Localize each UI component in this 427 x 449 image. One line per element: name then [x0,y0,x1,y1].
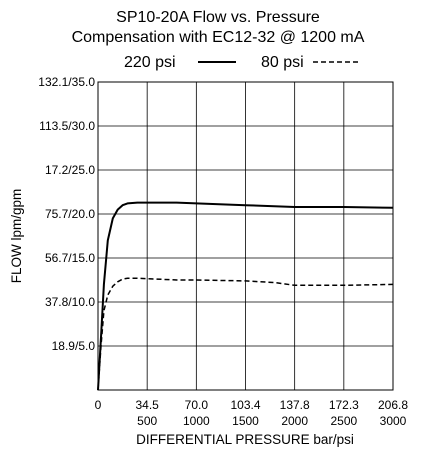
x-tick-label-top-2: 70.0 [185,398,209,412]
grid [98,82,393,390]
plot-frame [97,81,394,391]
series-group [97,201,394,391]
x-tick-label-bottom-1: 500 [137,414,157,428]
series-line-80-psi [97,277,394,391]
legend-label-1: 80 psi [261,54,304,71]
chart-title-line-2: Compensation with EC12-32 @ 1200 mA [72,29,365,46]
y-tick-label-3: 75.7/20.0 [45,207,95,221]
y-tick-label-6: 132.1/35.0 [38,75,95,89]
chart-title-line-1: SP10-20A Flow vs. Pressure [116,9,320,26]
x-tick-label-bottom-6: 3000 [380,414,407,428]
y-tick-labels: 18.9/5.0 37.8/10.0 56.7/15.0 75.7/20.0 17.2/… [38,75,95,353]
legend: 220 psi 80 psi [124,54,358,71]
x-tick-label-top-6: 206.8 [378,398,408,412]
x-tick-label-top-4: 137.8 [280,398,310,412]
x-tick-label-top-1: 34.5 [135,398,159,412]
y-tick-label-0: 18.9/5.0 [52,339,96,353]
x-tick-label-top-3: 103.4 [230,398,260,412]
y-axis-label: FLOW lpm/gpm [9,189,24,284]
x-tick-label-bottom-2: 1000 [183,414,210,428]
y-tick-label-5: 113.5/30.0 [39,119,95,133]
x-axis-label: DIFFERENTIAL PRESSURE bar/psi [136,432,354,447]
legend-label-0: 220 psi [124,54,176,71]
series-line-220-psi [97,201,394,391]
x-tick-label-top-0: 0 [95,398,102,412]
x-tick-labels: 0 34.5 500 70.0 1000 103.4 1500 137.8 2000 172.3 2… [95,398,409,428]
y-tick-label-2: 56.7/15.0 [45,251,95,265]
y-tick-label-4: 17.2/25.0 [45,163,95,177]
x-tick-label-bottom-4: 2000 [281,414,308,428]
x-tick-label-bottom-5: 2500 [330,414,357,428]
x-tick-label-bottom-3: 1500 [232,414,259,428]
y-tick-label-1: 37.8/10.0 [45,295,95,309]
x-tick-label-top-5: 172.3 [329,398,359,412]
